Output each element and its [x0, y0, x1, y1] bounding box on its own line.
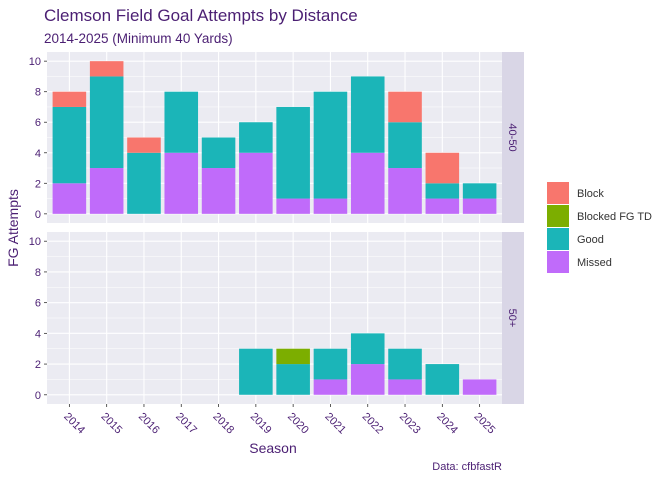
facet-panels: 0 2 4 6 8 10 40-50 0 2 4 6 8 10 50+ — [29, 52, 524, 404]
bar-40-50-2020-missed — [276, 198, 310, 214]
x-tick-label: 2023 — [397, 411, 423, 437]
y-axis-title: FG Attempts — [5, 189, 21, 267]
bar-40-50-2025-good — [462, 183, 497, 199]
facet-panel-0: 0 2 4 6 8 10 40-50 — [29, 52, 524, 223]
y-tick-label: 4 — [35, 328, 41, 340]
bar-40-50-2023-block — [388, 91, 422, 123]
legend-label: Block — [577, 188, 604, 200]
legend-label: Blocked FG TD — [577, 211, 652, 223]
x-tick-label: 2015 — [99, 411, 125, 437]
x-tick-label: 2018 — [210, 411, 236, 437]
legend: Block Blocked FG TD Good Missed — [547, 182, 652, 273]
y-tick-label: 8 — [35, 87, 41, 99]
facet-strip-label: 40-50 — [506, 123, 518, 151]
bar-40-50-2019-missed — [239, 152, 273, 214]
bar-40-50-2014-missed — [52, 183, 87, 214]
y-tick-label: 0 — [35, 390, 41, 402]
y-tick-label: 6 — [35, 117, 41, 129]
legend-swatch-missed — [547, 251, 569, 273]
bar-40-50-2014-block — [52, 91, 87, 107]
bar-40-50-2018-missed — [201, 168, 236, 214]
y-tick-label: 10 — [29, 56, 41, 68]
bar-40-50-2015-block — [89, 61, 124, 77]
bar-40-50-2020-good — [276, 106, 310, 199]
legend-label: Missed — [577, 257, 612, 269]
facet-strip-label: 50+ — [506, 309, 518, 328]
y-tick-label: 2 — [35, 178, 41, 190]
chart-subtitle: 2014-2025 (Minimum 40 Yards) — [44, 31, 233, 46]
bar-40-50-2024-block — [425, 152, 460, 184]
x-axis-ticks: 2014 2015 2016 2017 2018 2019 2020 2021 2022 2023… — [61, 404, 497, 436]
bar-50+-2020-blocked-fg-td — [276, 348, 310, 365]
facet-strip — [502, 232, 524, 404]
bar-50+-2021-missed — [313, 379, 348, 395]
bar-40-50-2023-good — [388, 122, 422, 169]
bar-40-50-2019-good — [239, 122, 273, 153]
x-tick-label: 2017 — [173, 411, 199, 437]
bar-50+-2020-good — [276, 364, 310, 395]
bar-40-50-2024-good — [425, 183, 460, 199]
x-tick-label: 2021 — [322, 411, 348, 437]
x-tick-label: 2019 — [248, 411, 274, 437]
y-tick-label: 8 — [35, 267, 41, 279]
legend-swatch-block — [547, 182, 569, 204]
bar-50+-2023-good — [388, 348, 422, 380]
bar-40-50-2025-missed — [462, 198, 497, 214]
x-tick-label: 2020 — [285, 411, 311, 437]
bar-40-50-2016-block — [127, 137, 161, 153]
x-tick-label: 2016 — [136, 411, 162, 437]
bar-40-50-2016-good — [127, 152, 161, 214]
bar-50+-2021-good — [313, 348, 348, 380]
bar-50+-2024-good — [425, 364, 460, 395]
bar-40-50-2021-missed — [313, 198, 348, 214]
bar-40-50-2017-good — [164, 91, 199, 153]
y-tick-label: 2 — [35, 359, 41, 371]
x-tick-label: 2022 — [360, 411, 386, 437]
facet-panel-1: 0 2 4 6 8 10 50+ — [29, 232, 524, 404]
bar-50+-2019-good — [239, 348, 273, 395]
chart-caption: Data: cfbfastR — [432, 461, 502, 473]
bar-50+-2022-good — [350, 333, 385, 365]
bar-40-50-2024-missed — [425, 198, 460, 214]
y-tick-label: 6 — [35, 298, 41, 310]
chart-title: Clemson Field Goal Attempts by Distance — [44, 6, 358, 25]
bar-40-50-2015-missed — [89, 168, 124, 214]
bar-40-50-2015-good — [89, 76, 124, 169]
bar-50+-2023-missed — [388, 379, 422, 395]
x-tick-label: 2024 — [434, 411, 460, 437]
y-tick-label: 10 — [29, 236, 41, 248]
y-tick-label: 4 — [35, 148, 41, 160]
legend-label: Good — [577, 234, 604, 246]
bar-40-50-2018-good — [201, 137, 236, 169]
x-tick-label: 2014 — [61, 411, 87, 437]
legend-swatch-blocked-fg-td — [547, 205, 569, 227]
bar-40-50-2022-missed — [350, 152, 385, 214]
bar-40-50-2022-good — [350, 76, 385, 153]
bar-50+-2022-missed — [350, 364, 385, 395]
x-axis-title: Season — [249, 440, 296, 456]
x-tick-label: 2025 — [472, 411, 498, 437]
bar-50+-2025-missed — [462, 379, 497, 395]
bar-40-50-2014-good — [52, 106, 87, 184]
bar-40-50-2021-good — [313, 91, 348, 199]
facet-strip — [502, 52, 524, 223]
bar-40-50-2023-missed — [388, 168, 422, 214]
legend-swatch-good — [547, 228, 569, 250]
bar-40-50-2017-missed — [164, 152, 199, 214]
y-tick-label: 0 — [35, 209, 41, 221]
